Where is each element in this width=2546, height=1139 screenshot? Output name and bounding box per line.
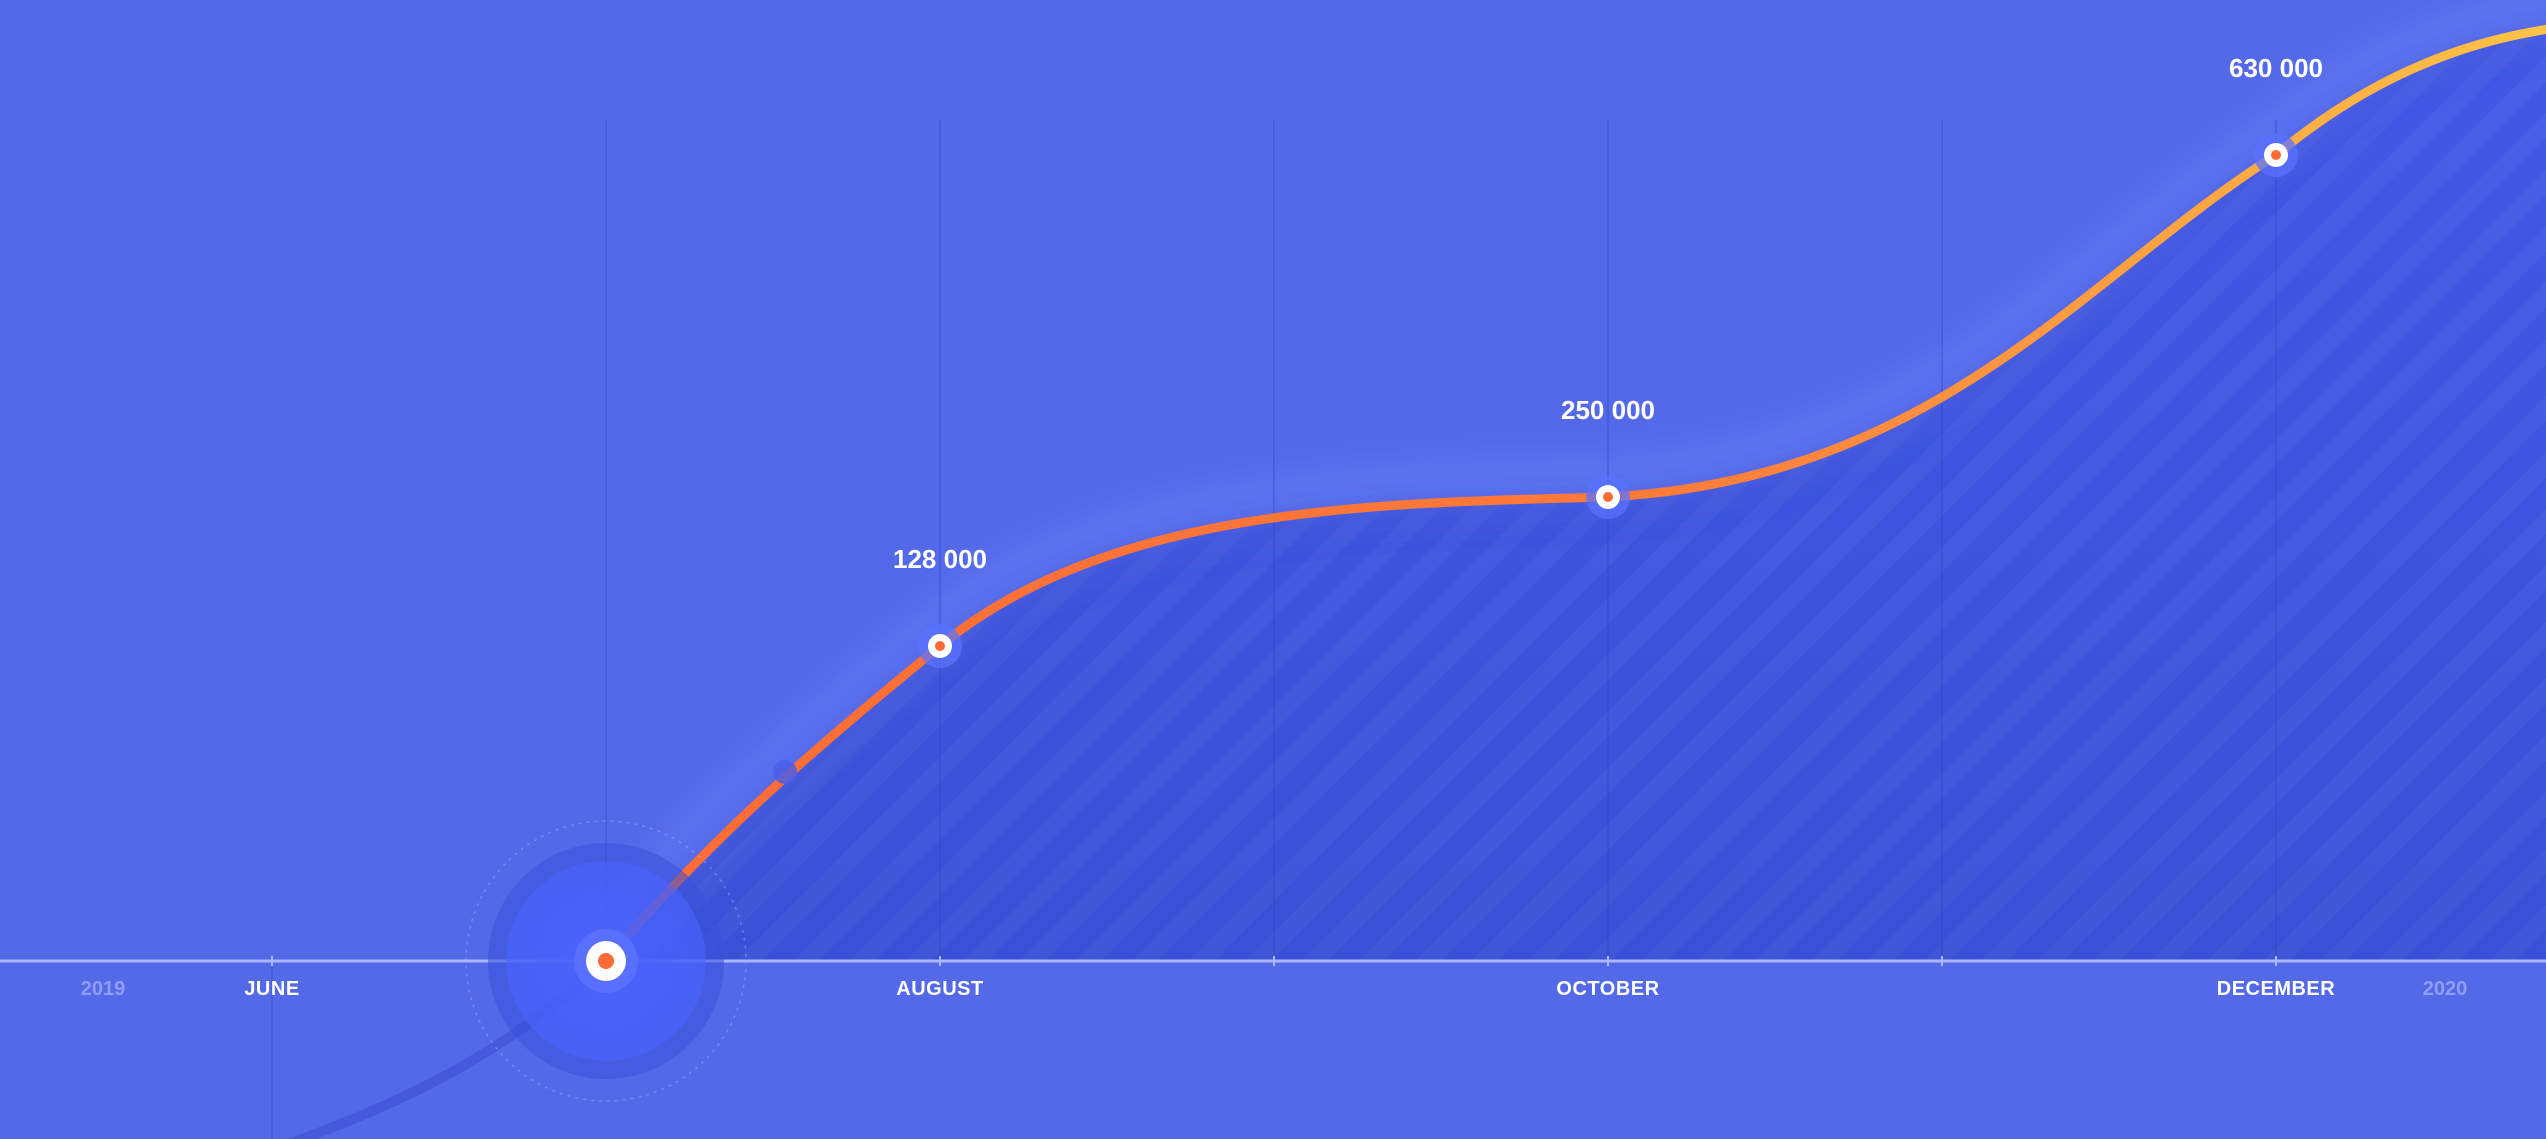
x-tick-label: OCTOBER — [1556, 978, 1659, 1000]
year-start-label: 2019 — [81, 978, 126, 1000]
pulse-ring-outer — [465, 820, 747, 1102]
data-label: 630 000 — [2229, 53, 2323, 83]
x-tick-label: JUNE — [244, 978, 299, 1000]
labels-layer: 128 000 250 000 630 000 — [893, 53, 2323, 574]
data-point-marker[interactable] — [1586, 475, 1630, 519]
marker-core — [598, 953, 614, 969]
data-label: 250 000 — [1561, 395, 1655, 425]
data-label: 128 000 — [893, 544, 987, 574]
marker-core — [935, 641, 945, 651]
x-tick-label: DECEMBER — [2217, 978, 2336, 1000]
markers-layer — [465, 133, 2298, 1102]
grid-layer — [271, 120, 2277, 1139]
data-point-marker[interactable] — [918, 624, 962, 668]
x-axis: JUNE AUGUST OCTOBER DECEMBER 2019 2020 — [0, 956, 2546, 1000]
area-stripes — [606, 29, 2546, 961]
current-point-marker[interactable] — [465, 820, 747, 1102]
year-end-label: 2020 — [2423, 978, 2468, 1000]
x-tick-label: AUGUST — [896, 978, 983, 1000]
data-point-marker[interactable] — [2254, 133, 2298, 177]
marker-core — [2271, 150, 2281, 160]
marker-core — [1603, 492, 1613, 502]
segment-bead — [773, 760, 797, 784]
